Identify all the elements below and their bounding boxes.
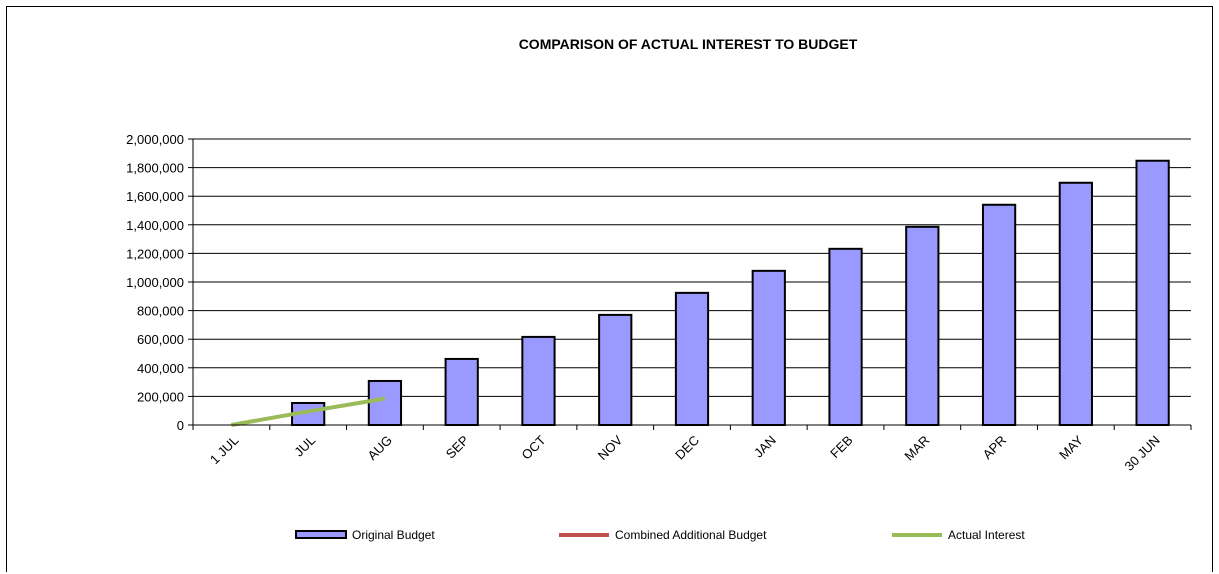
bar (444, 357, 479, 426)
bar (521, 335, 556, 426)
x-tick-label: SEP (443, 433, 472, 462)
bar (598, 313, 633, 427)
y-tick-label: 800,000 (137, 304, 184, 319)
bar (367, 379, 403, 426)
axes (192, 139, 1192, 430)
y-tick-label: 600,000 (137, 332, 184, 347)
bar (674, 291, 710, 427)
y-tick-label: 400,000 (137, 361, 184, 376)
legend-swatch (295, 530, 347, 539)
x-tick-label: MAY (1056, 432, 1086, 462)
y-tick-label: 1,800,000 (126, 161, 184, 176)
y-tick-label: 1,000,000 (126, 275, 184, 290)
y-tick-label: 1,600,000 (126, 189, 184, 204)
chart-svg: COMPARISON OF ACTUAL INTEREST TO BUDGET … (126, 36, 1192, 542)
bar (1058, 181, 1093, 426)
y-tick-label: 2,000,000 (126, 132, 184, 147)
bar (905, 225, 940, 426)
x-tick-label: 30 JUN (1121, 433, 1162, 474)
bar (981, 203, 1017, 426)
chart-area: COMPARISON OF ACTUAL INTEREST TO BUDGET … (6, 6, 1213, 572)
y-axis-labels: 0 200,000 400,000 600,000 800,000 1,000,000 1,… (126, 132, 184, 433)
y-tick-label: 1,200,000 (126, 246, 184, 261)
bars (291, 159, 1170, 427)
series-line (231, 396, 386, 427)
x-tick-label: NOV (595, 432, 626, 463)
x-tick-label: APR (980, 433, 1010, 463)
y-tick-label: 1,400,000 (126, 218, 184, 233)
lines (231, 396, 386, 427)
x-tick-label: DEC (672, 433, 702, 463)
x-tick-label: JUL (291, 433, 318, 460)
legend: Original Budget Combined Additional Budge… (295, 528, 1025, 542)
x-tick-label: JAN (751, 433, 779, 461)
legend-label: Actual Interest (948, 528, 1025, 542)
x-tick-label: 1 JUL (207, 433, 242, 468)
y-tick-label: 0 (177, 418, 184, 433)
bar (1135, 159, 1170, 426)
chart-title: COMPARISON OF ACTUAL INTEREST TO BUDGET (519, 36, 858, 52)
bar (828, 247, 863, 426)
x-tick-label: OCT (519, 432, 549, 462)
x-tick-label: FEB (827, 433, 855, 461)
legend-label: Original Budget (352, 528, 435, 542)
x-tick-label: MAR (901, 433, 932, 464)
bar (751, 269, 786, 427)
x-tick-label: AUG (365, 433, 396, 464)
legend-label: Combined Additional Budget (615, 528, 767, 542)
x-axis-labels: 1 JUL JUL AUG SEP OCT NOV DEC JAN FEB MAR APR MAY 30… (207, 432, 1163, 473)
y-tick-label: 200,000 (137, 389, 184, 404)
